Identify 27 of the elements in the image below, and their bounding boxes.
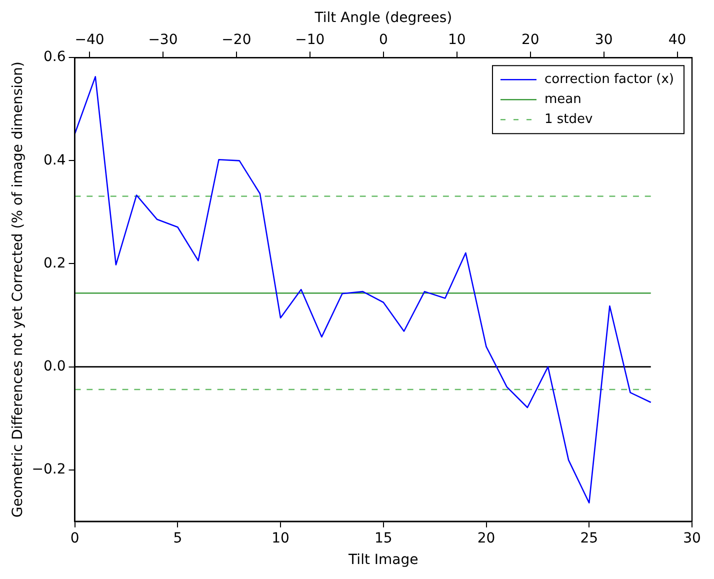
y-tick-label: −0.2 — [32, 462, 66, 478]
legend-label: correction factor (x) — [544, 72, 674, 87]
x-tick-label: 25 — [580, 530, 598, 546]
x-tick-label: 15 — [374, 530, 392, 546]
y-tick-label: 0.6 — [44, 49, 66, 66]
x2-axis-title: Tilt Angle (degrees) — [314, 10, 452, 26]
legend-label: mean — [544, 92, 582, 107]
x-tick-label: 30 — [683, 530, 701, 546]
x2-tick-label: 0 — [378, 32, 388, 48]
x2-tick-label: −40 — [74, 32, 104, 48]
x-tick-label: 5 — [173, 530, 182, 546]
x2-tick-label: 30 — [594, 32, 613, 48]
x2-tick-label: 20 — [521, 32, 540, 48]
x2-tick-label: −30 — [148, 32, 178, 48]
x2-tick-label: 40 — [668, 32, 686, 48]
y-tick-label: 0.0 — [44, 358, 66, 374]
x2-tick-label: −10 — [295, 32, 325, 48]
y-axis-title: Geometric Differences not yet Corrected (% of image dimension) — [10, 62, 26, 518]
x2-tick-label: 10 — [448, 32, 466, 48]
y-tick-label: 0.4 — [44, 152, 66, 168]
x2-tick-label: −20 — [222, 32, 252, 48]
x-tick-label: 20 — [477, 530, 496, 546]
x-tick-label: 0 — [70, 530, 80, 546]
y-tick-label: 0.2 — [44, 255, 66, 272]
x-tick-label: 10 — [272, 530, 290, 546]
x-axis-title: Tilt Image — [348, 552, 418, 568]
legend-label: 1 stdev — [544, 112, 594, 127]
